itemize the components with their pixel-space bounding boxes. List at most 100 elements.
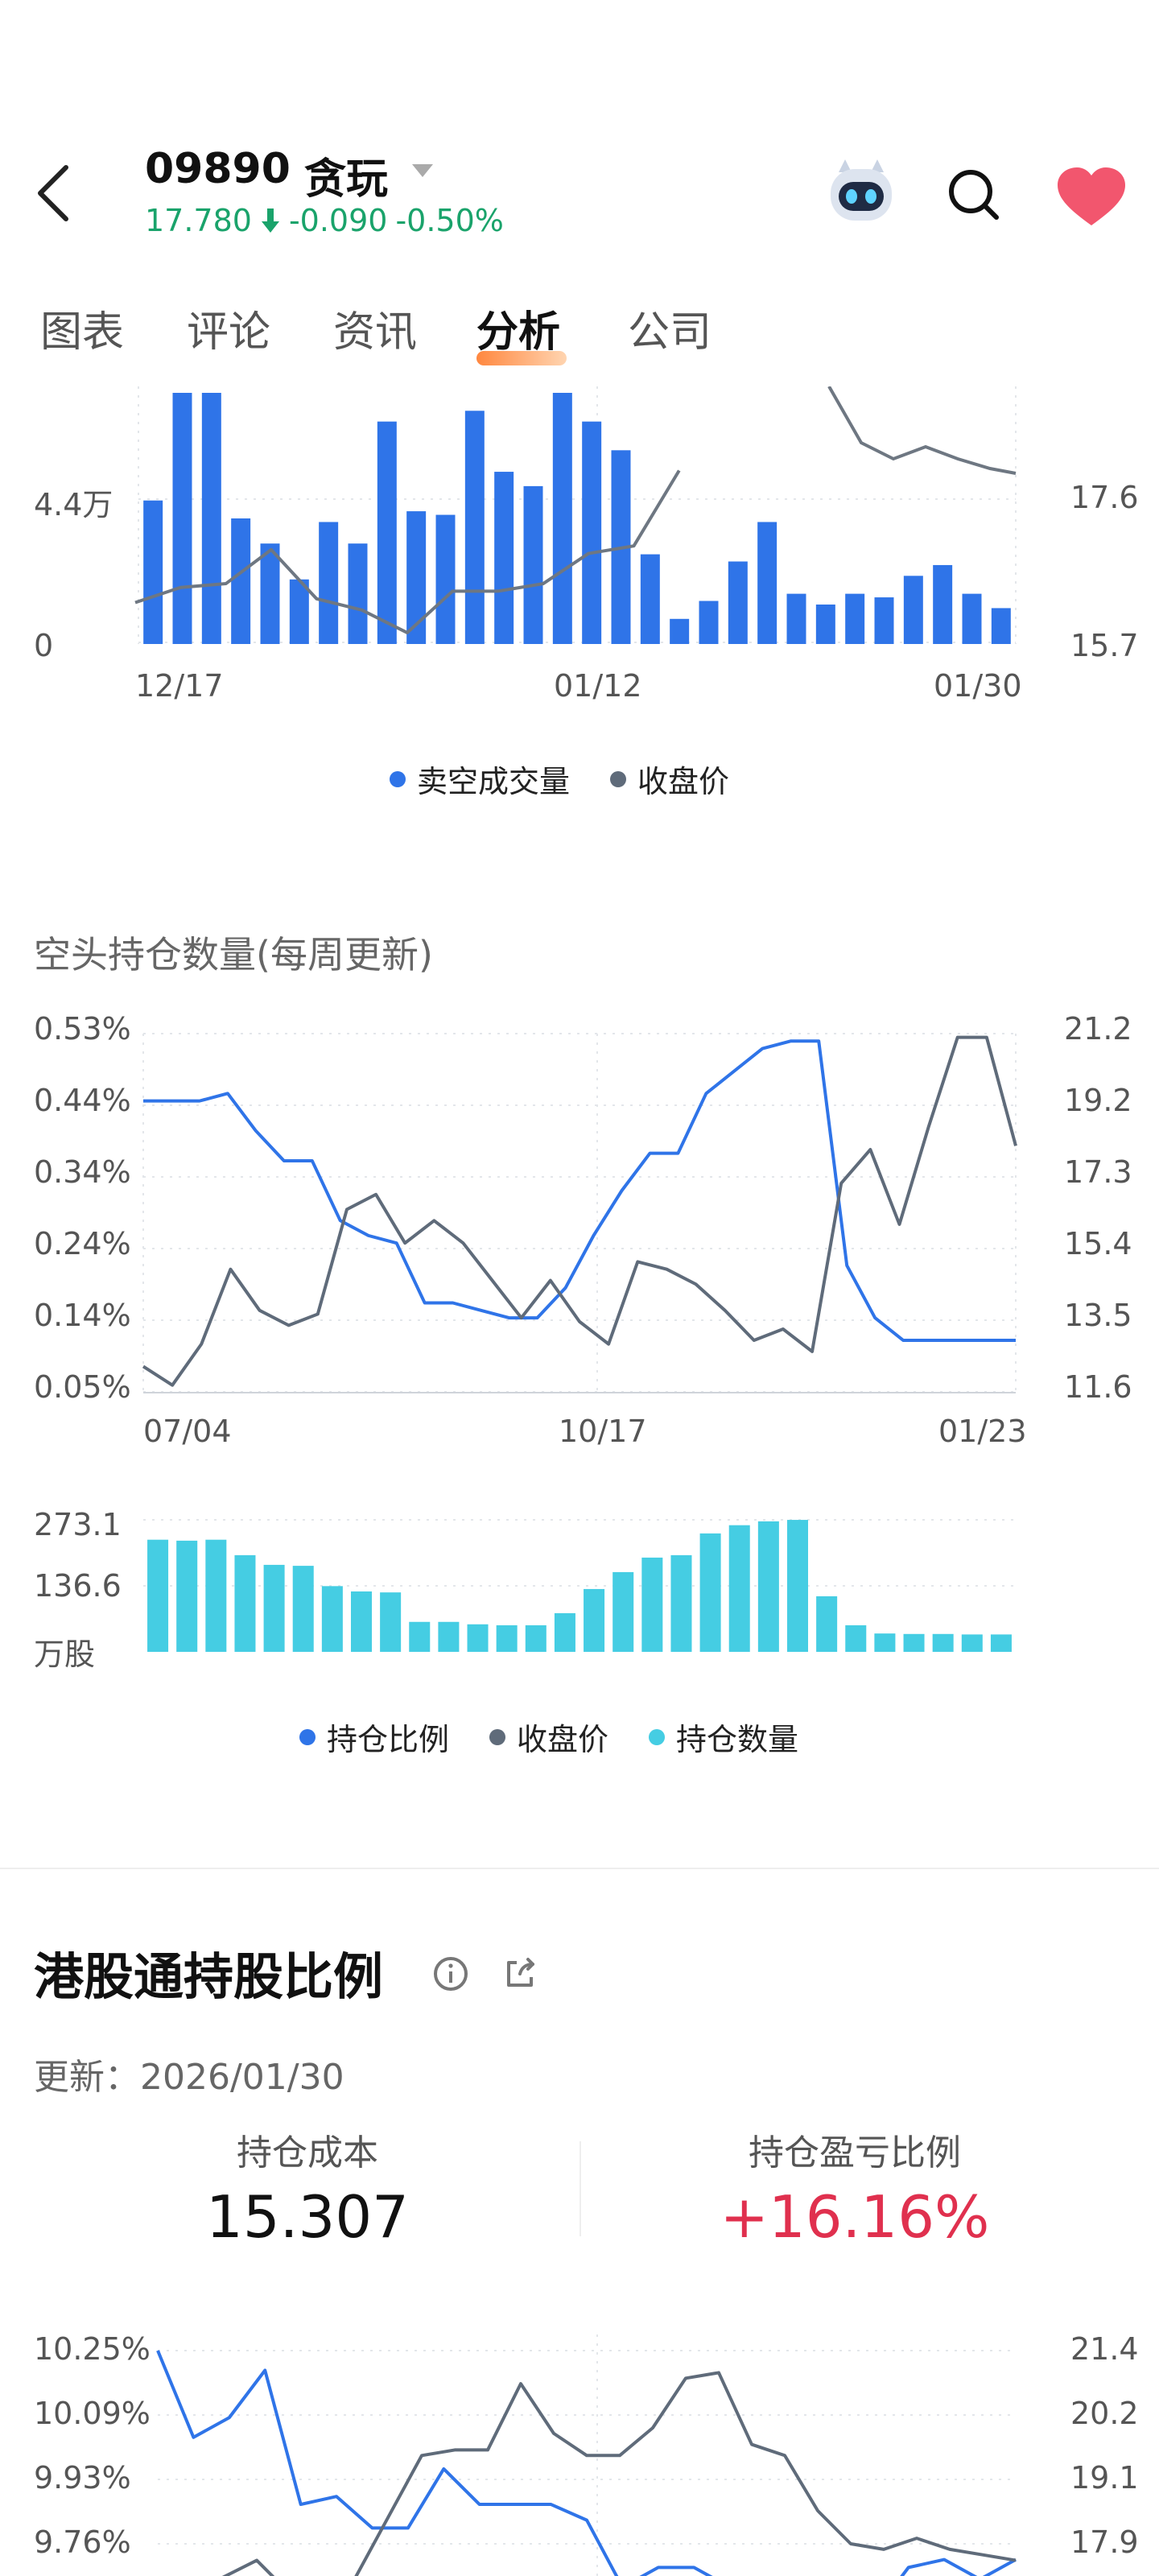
position-qty-bar bbox=[670, 1554, 692, 1652]
short-volume-bar bbox=[464, 411, 485, 644]
position-qty-bar bbox=[234, 1554, 256, 1652]
position-qty-bar bbox=[786, 1520, 809, 1652]
y-right-tick: 21.2 bbox=[1064, 1011, 1132, 1046]
position-qty-bar bbox=[757, 1521, 779, 1652]
legend-label: 持仓比例 bbox=[327, 1722, 450, 1757]
position-qty-bar bbox=[292, 1566, 314, 1652]
price-change: -0.090 bbox=[288, 203, 388, 238]
short-volume-bar bbox=[523, 485, 543, 644]
position-qty-bar bbox=[554, 1612, 575, 1652]
short-volume-bar bbox=[991, 608, 1011, 644]
qty-unit: 万股 bbox=[34, 1637, 96, 1672]
cost-label: 持仓成本 bbox=[237, 2132, 378, 2174]
legend-dot bbox=[489, 1728, 506, 1745]
short-volume-bar bbox=[494, 472, 514, 644]
info-icon[interactable] bbox=[431, 1955, 470, 1993]
tab-chart[interactable]: 图表 bbox=[40, 308, 125, 357]
price-line: 17.780 -0.090 -0.50% bbox=[145, 203, 504, 238]
legend-item[interactable]: 收盘价 bbox=[610, 757, 729, 801]
legend-item[interactable]: 持仓比例 bbox=[299, 1715, 449, 1759]
position-qty-bar bbox=[380, 1592, 402, 1652]
arrow-down-icon bbox=[261, 208, 279, 233]
short-position-plot bbox=[142, 1033, 1017, 1393]
position-qty-bar bbox=[961, 1634, 983, 1652]
close-price-line bbox=[134, 469, 681, 634]
short-volume-bar bbox=[699, 601, 719, 644]
y-right-tick: 17.9 bbox=[1070, 2524, 1139, 2560]
hk-ratio-line bbox=[156, 2350, 1017, 2576]
short-volume-bar bbox=[406, 511, 427, 644]
back-arrow-icon[interactable] bbox=[31, 161, 79, 225]
position-qty-bar bbox=[903, 1633, 925, 1652]
short-volume-bar bbox=[845, 593, 865, 644]
y-right-tick: 19.1 bbox=[1070, 2460, 1139, 2496]
close-price-line bbox=[221, 2371, 1017, 2576]
short-volume-bar bbox=[582, 421, 602, 644]
pnl-label: 持仓盈亏比例 bbox=[749, 2132, 961, 2174]
tab-news[interactable]: 资讯 bbox=[333, 308, 418, 357]
y-right-tick: 15.7 bbox=[1070, 628, 1139, 663]
position-qty-bar bbox=[584, 1588, 605, 1652]
position-qty-bar bbox=[205, 1539, 227, 1652]
y-left-tick: 0.44% bbox=[34, 1083, 131, 1118]
position-qty-bar bbox=[409, 1621, 431, 1652]
short-volume-bar bbox=[757, 522, 777, 644]
legend-item[interactable]: 收盘价 bbox=[489, 1715, 608, 1759]
tab-comments[interactable]: 评论 bbox=[187, 308, 271, 357]
position-qty-bar bbox=[990, 1634, 1012, 1652]
cost-value: 15.307 bbox=[206, 2183, 409, 2251]
stock-header: 09890 贪玩 17.780 -0.090 -0.50% bbox=[0, 137, 1159, 266]
short-volume-bar bbox=[786, 593, 806, 644]
short-volume-bar bbox=[201, 393, 221, 644]
legend-label: 持仓数量 bbox=[676, 1722, 799, 1757]
legend-item[interactable]: 卖空成交量 bbox=[390, 757, 570, 801]
close-price-line bbox=[827, 386, 1017, 475]
position-qty-bar bbox=[612, 1571, 634, 1652]
position-qty-bar bbox=[816, 1596, 838, 1652]
y-right-tick: 13.5 bbox=[1064, 1298, 1132, 1333]
robot-icon[interactable] bbox=[821, 158, 901, 230]
position-qty-bar bbox=[350, 1591, 373, 1652]
position-qty-bar bbox=[496, 1624, 518, 1652]
legend-label: 卖空成交量 bbox=[417, 764, 571, 799]
position-qty-bar bbox=[845, 1624, 867, 1652]
position-qty-bar bbox=[467, 1624, 489, 1652]
search-icon[interactable] bbox=[942, 163, 1006, 227]
heart-icon[interactable] bbox=[1053, 164, 1130, 229]
close-price-line bbox=[142, 1035, 1017, 1387]
qty-tick: 136.6 bbox=[34, 1568, 122, 1604]
y-left-tick: 0.14% bbox=[34, 1298, 131, 1333]
y-right-tick: 15.4 bbox=[1064, 1226, 1132, 1261]
position-qty-bar bbox=[176, 1540, 198, 1652]
y-left-tick: 4.4万 bbox=[34, 487, 113, 522]
legend-label: 收盘价 bbox=[517, 1722, 609, 1757]
tab-bar: 图表 评论 资讯 分析 公司 bbox=[0, 298, 1159, 370]
legend-item[interactable]: 持仓数量 bbox=[649, 1715, 798, 1759]
position-qty-bar bbox=[699, 1533, 721, 1652]
section-title: 空头持仓数量(每周更新) bbox=[34, 933, 433, 976]
tab-analysis[interactable]: 分析 bbox=[476, 308, 561, 357]
stock-name[interactable]: 贪玩 bbox=[304, 155, 389, 204]
y-right-tick: 19.2 bbox=[1064, 1083, 1132, 1118]
short-volume-bar bbox=[435, 514, 456, 644]
stock-code: 09890 bbox=[145, 145, 291, 193]
short-volume-bar bbox=[874, 597, 894, 644]
chart-legend: 卖空成交量 收盘价 bbox=[390, 757, 729, 801]
x-tick: 01/23 bbox=[938, 1414, 1027, 1449]
legend-label: 收盘价 bbox=[637, 764, 730, 799]
share-icon[interactable] bbox=[501, 1955, 539, 1993]
qty-tick: 273.1 bbox=[34, 1507, 122, 1542]
short-volume-bar bbox=[260, 543, 280, 644]
stock-price: 17.780 bbox=[145, 203, 252, 238]
caret-down-icon[interactable] bbox=[409, 161, 436, 180]
tab-company[interactable]: 公司 bbox=[628, 308, 712, 357]
position-qty-bar bbox=[321, 1586, 343, 1652]
x-tick: 12/17 bbox=[135, 668, 224, 704]
y-left-tick: 10.09% bbox=[34, 2396, 151, 2431]
short-volume-bar bbox=[377, 421, 397, 644]
short-volume-bar bbox=[289, 579, 309, 644]
short-volume-bar bbox=[933, 564, 953, 644]
x-tick: 07/04 bbox=[143, 1414, 232, 1449]
section-divider bbox=[0, 1868, 1159, 1869]
y-left-tick: 0.34% bbox=[34, 1154, 131, 1190]
